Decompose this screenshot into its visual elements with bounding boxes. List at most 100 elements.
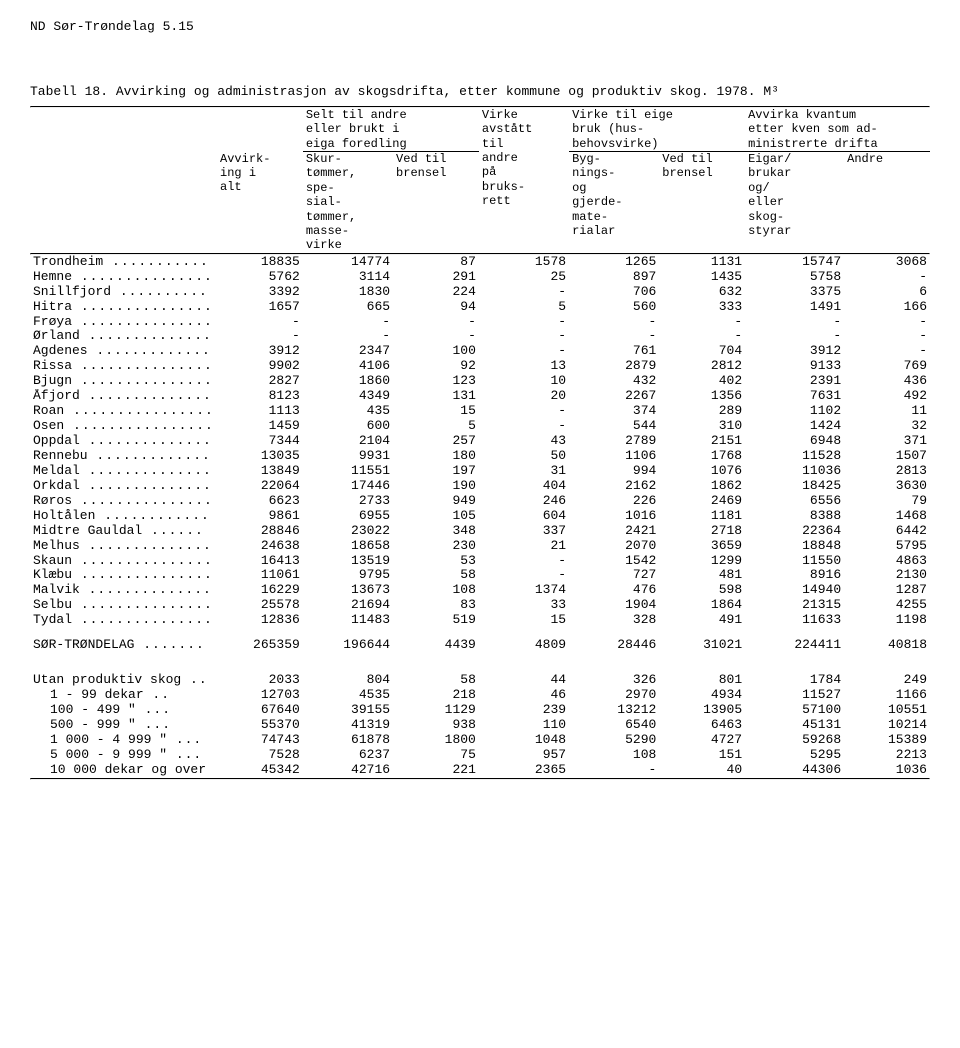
cell: 218	[393, 688, 479, 703]
cell: 21694	[303, 598, 393, 613]
cell: 3392	[217, 285, 303, 300]
cell: 9795	[303, 568, 393, 583]
row-label: Meldal ..............	[30, 464, 217, 479]
cell: 41319	[303, 718, 393, 733]
table-row: Orkdal ..............2206417446190404216…	[30, 479, 930, 494]
cell: 5290	[569, 733, 659, 748]
cell: 6463	[659, 718, 745, 733]
cell: 2789	[569, 434, 659, 449]
table-row: Hitra ...............1657665945560333149…	[30, 300, 930, 315]
cell: 21315	[745, 598, 844, 613]
table-row: Tydal ...............1283611483519153284…	[30, 613, 930, 628]
cell: 2812	[659, 359, 745, 374]
cell: 7344	[217, 434, 303, 449]
header-group1: Selt til andre eller brukt i eiga foredl…	[303, 108, 479, 152]
cell: -	[479, 329, 569, 344]
cell: 897	[569, 270, 659, 285]
cell: 3630	[844, 479, 930, 494]
cell: 544	[569, 419, 659, 434]
cell: 2365	[479, 763, 569, 778]
cell: 12836	[217, 613, 303, 628]
cell: 75	[393, 748, 479, 763]
cell: 123	[393, 374, 479, 389]
row-label: Osen ................	[30, 419, 217, 434]
cell: 190	[393, 479, 479, 494]
cell: 6556	[745, 494, 844, 509]
header-table: Selt til andre eller brukt i eiga foredl…	[30, 108, 930, 253]
cell: -	[479, 419, 569, 434]
table-row: 10 000 dekar og over ..45342427162212365…	[30, 763, 930, 778]
cell: 67640	[217, 703, 303, 718]
cell: 14774	[303, 255, 393, 270]
cell: 12703	[217, 688, 303, 703]
table-row: Røros ...............6623273394924622624…	[30, 494, 930, 509]
row-label: Bjugn ...............	[30, 374, 217, 389]
cell: 1166	[844, 688, 930, 703]
cell: 3114	[303, 270, 393, 285]
cell: 50	[479, 449, 569, 464]
cell: 45342	[217, 763, 303, 778]
row-label: Holtålen ............	[30, 509, 217, 524]
cell: 108	[569, 748, 659, 763]
cell: 3912	[217, 344, 303, 359]
cell: 53	[393, 554, 479, 569]
cell: 105	[393, 509, 479, 524]
table-row: Snillfjord ..........33921830224-7066323…	[30, 285, 930, 300]
header-c4: Virke avstått til andre på bruks- rett	[479, 108, 569, 253]
cell: -	[745, 315, 844, 330]
row-label: Rennebu .............	[30, 449, 217, 464]
cell: 1016	[569, 509, 659, 524]
table-row: Rissa ...............9902410692132879281…	[30, 359, 930, 374]
cell: -	[393, 315, 479, 330]
cell: 11	[844, 404, 930, 419]
cell: 326	[569, 673, 659, 688]
cell: 13212	[569, 703, 659, 718]
cell: 519	[393, 613, 479, 628]
cell: 6	[844, 285, 930, 300]
cell: -	[844, 270, 930, 285]
cell: 2033	[217, 673, 303, 688]
cell: 13035	[217, 449, 303, 464]
cell: 4934	[659, 688, 745, 703]
cell: 13849	[217, 464, 303, 479]
cell: -	[569, 315, 659, 330]
cell: 432	[569, 374, 659, 389]
table-row: Malvik ..............1622913673108137447…	[30, 583, 930, 598]
header-c1: Avvirk- ing i alt	[217, 152, 303, 253]
cell: 8388	[745, 509, 844, 524]
cell: 15	[393, 404, 479, 419]
cell: 1374	[479, 583, 569, 598]
row-label: 100 - 499 " ...	[30, 703, 217, 718]
cell: -	[844, 329, 930, 344]
cell: -	[844, 315, 930, 330]
row-label: Hemne ...............	[30, 270, 217, 285]
table-row: Selbu ...............2557821694833319041…	[30, 598, 930, 613]
cell: 13673	[303, 583, 393, 598]
cell: 249	[844, 673, 930, 688]
cell: 7631	[745, 389, 844, 404]
cell: 704	[659, 344, 745, 359]
row-label: Åfjord ..............	[30, 389, 217, 404]
cell: -	[479, 568, 569, 583]
cell: 560	[569, 300, 659, 315]
cell: 604	[479, 509, 569, 524]
header-c2: Skur- tømmer, spe- sial- tømmer, masse- …	[303, 152, 393, 253]
cell: 40	[659, 763, 745, 778]
cell: 6540	[569, 718, 659, 733]
cell: 42716	[303, 763, 393, 778]
row-label: 1 - 99 dekar ..	[30, 688, 217, 703]
cell: 16229	[217, 583, 303, 598]
cell: 44306	[745, 763, 844, 778]
cell: 11551	[303, 464, 393, 479]
cell: 3068	[844, 255, 930, 270]
cell: 476	[569, 583, 659, 598]
cell: 22364	[745, 524, 844, 539]
row-label: Malvik ..............	[30, 583, 217, 598]
cell: 6623	[217, 494, 303, 509]
table-row: Rennebu .............1303599311805011061…	[30, 449, 930, 464]
cell: 2469	[659, 494, 745, 509]
row-label: Melhus ..............	[30, 539, 217, 554]
cell: 4863	[844, 554, 930, 569]
cell: 15389	[844, 733, 930, 748]
row-label: 500 - 999 " ...	[30, 718, 217, 733]
